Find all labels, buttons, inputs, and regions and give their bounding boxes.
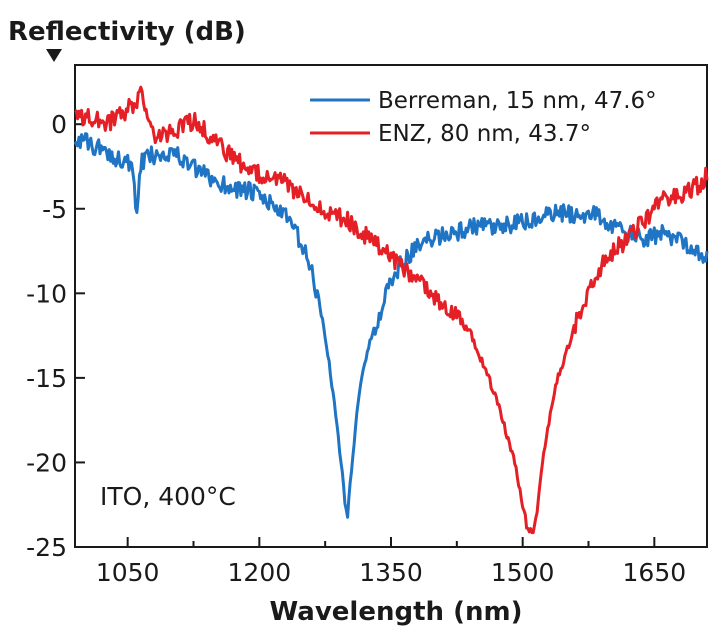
- x-axis-title: Wavelength (nm): [270, 597, 523, 627]
- y-axis-title: Reflectivity (dB): [8, 17, 246, 47]
- data-series: [73, 85, 709, 535]
- y-tick-label: -10: [26, 279, 67, 308]
- y-tick-label: -20: [26, 448, 67, 477]
- x-tick-label: 1350: [359, 558, 423, 587]
- y-tick-label: 0: [51, 110, 67, 139]
- x-tick-label: 1500: [491, 558, 555, 587]
- legend: Berreman, 15 nm, 47.6° ENZ, 80 nm, 43.7°: [310, 88, 657, 147]
- x-tick-label: 1050: [96, 558, 160, 587]
- y-axis-arrow-icon: [46, 49, 62, 62]
- axis-ticks: [75, 123, 656, 548]
- y-tick-label: -15: [26, 364, 67, 393]
- y-tick-label: -25: [26, 533, 67, 562]
- x-tick-label: 1200: [228, 558, 292, 587]
- legend-label-berreman: Berreman, 15 nm, 47.6°: [378, 88, 657, 114]
- x-tick-label: 1650: [623, 558, 687, 587]
- series-line-enz: [74, 85, 709, 535]
- y-tick-label: -5: [42, 195, 67, 224]
- sample-annotation: ITO, 400°C: [100, 482, 236, 511]
- series-line-berreman: [73, 132, 709, 519]
- legend-label-enz: ENZ, 80 nm, 43.7°: [378, 121, 591, 147]
